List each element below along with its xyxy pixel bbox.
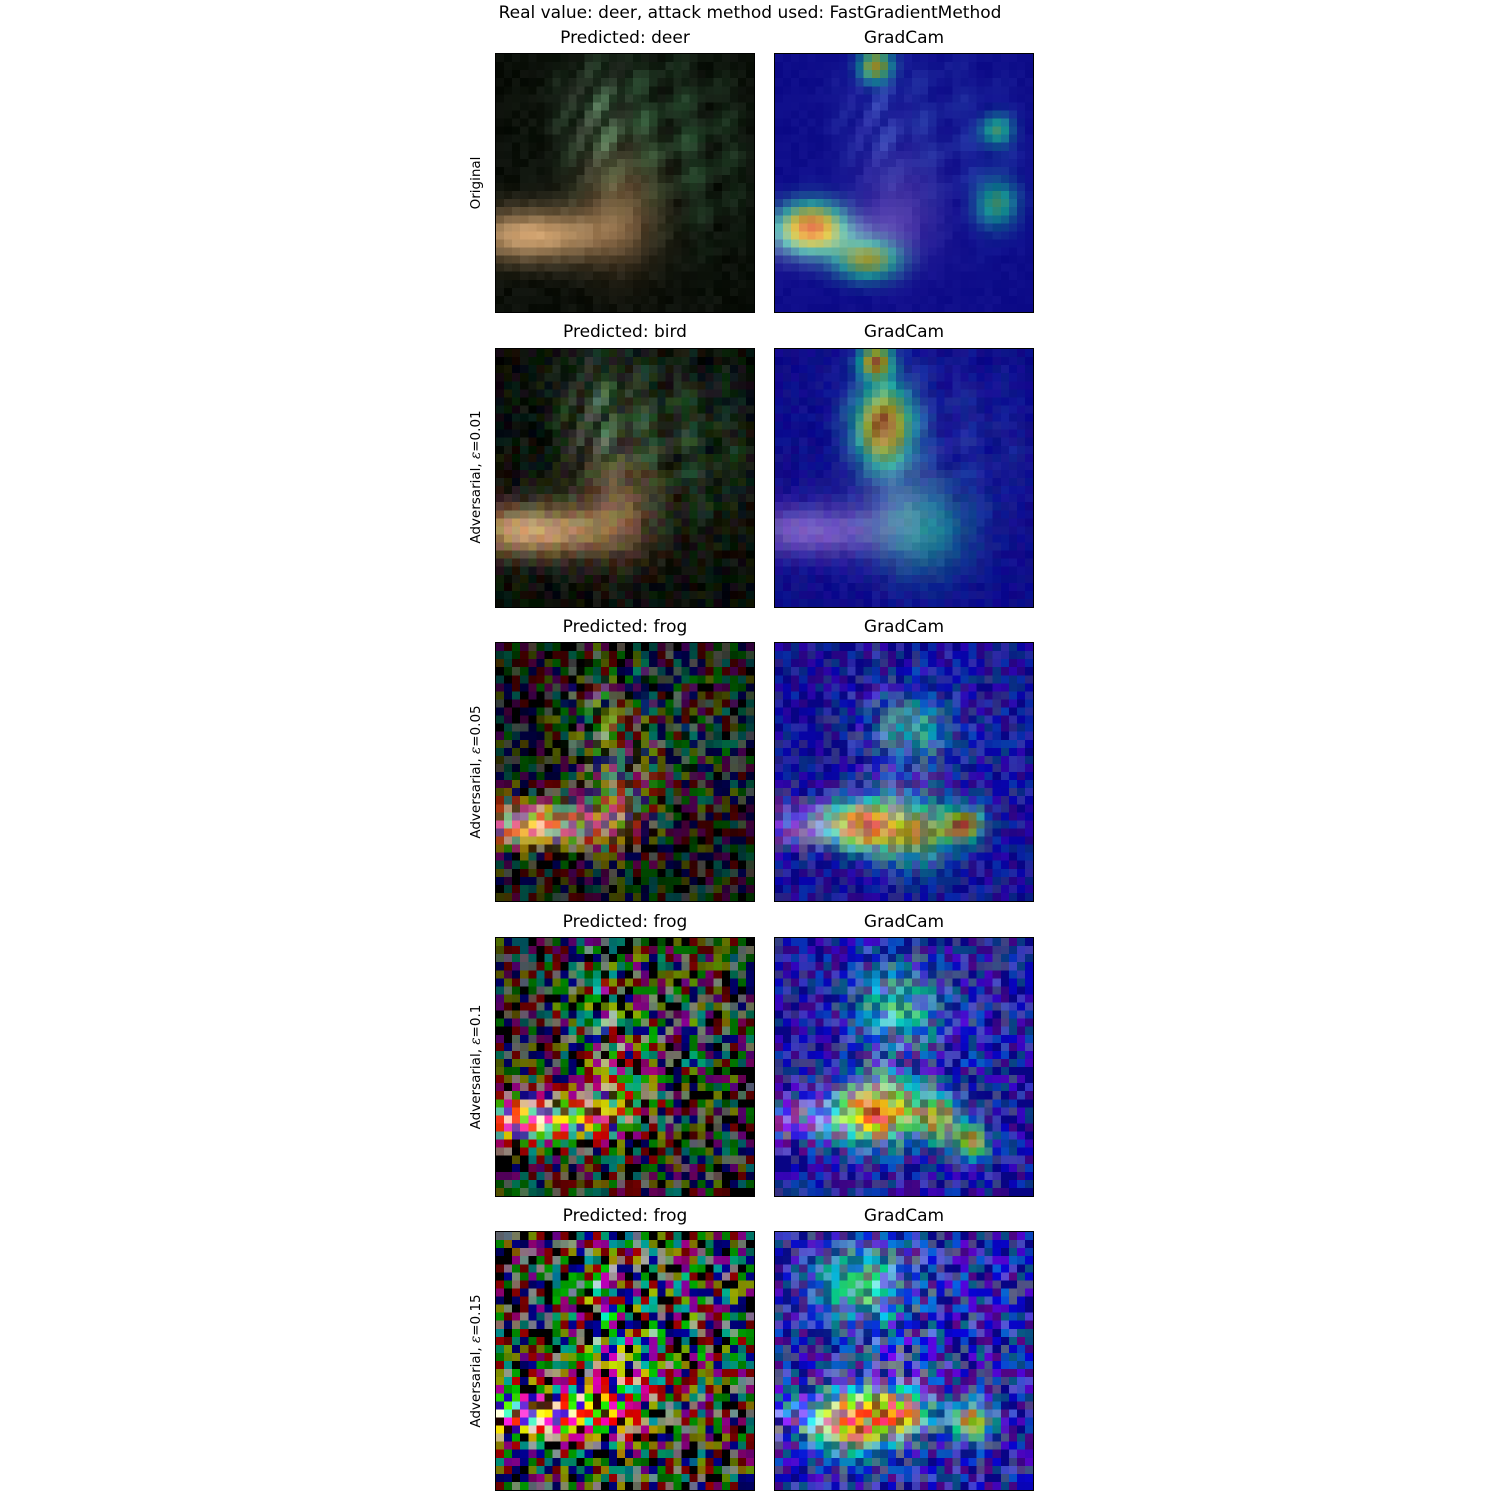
row-1-gradcam-image	[774, 348, 1034, 608]
row-0-input-image	[495, 53, 755, 313]
row-2-input-image	[495, 642, 755, 902]
row-2-label-epsilon: ε	[468, 746, 484, 754]
row-2-label: Adversarial, ε=0.05	[466, 642, 486, 902]
row-4-label-prefix: Adversarial,	[468, 1343, 484, 1428]
row-0-left-title: Predicted: deer	[560, 28, 690, 48]
row-4-left-title: Predicted: frog	[562, 1206, 688, 1226]
row-1-label-prefix: Adversarial,	[468, 459, 484, 544]
row-3-gradcam-image-pixels	[775, 938, 1033, 1196]
row-3-input-image	[495, 937, 755, 1197]
row-3-label-prefix: Adversarial,	[468, 1044, 484, 1130]
row-4-label: Adversarial, ε=0.15	[466, 1231, 486, 1491]
row-4-gradcam-image-pixels	[775, 1232, 1033, 1490]
row-2-label-value: =0.05	[468, 705, 484, 747]
row-2-right-title: GradCam	[863, 617, 945, 637]
row-2-gradcam-image	[774, 642, 1034, 902]
row-1-input-image	[495, 348, 755, 608]
row-1-gradcam-image-pixels	[775, 349, 1033, 607]
row-1-label: Adversarial, ε=0.01	[466, 347, 486, 607]
row-3-right-title: GradCam	[863, 912, 945, 932]
row-4-label-epsilon: ε	[468, 1335, 484, 1343]
row-0-gradcam-image	[774, 53, 1034, 313]
row-3-label: Adversarial, ε=0.1	[466, 937, 486, 1197]
row-3-gradcam-image	[774, 937, 1034, 1197]
row-1-label-epsilon: ε	[468, 451, 484, 459]
row-1-right-title: GradCam	[863, 322, 945, 342]
row-1-input-image-pixels	[496, 349, 754, 607]
row-4-input-image	[495, 1231, 755, 1491]
row-0-label: Original	[468, 156, 484, 210]
row-2-label-prefix: Adversarial,	[468, 754, 484, 839]
row-3-label-epsilon: ε	[468, 1037, 484, 1045]
row-0-input-image-pixels	[496, 54, 754, 312]
row-4-input-image-pixels	[496, 1232, 754, 1490]
row-0-right-title: GradCam	[863, 28, 945, 48]
row-3-label-value: =0.1	[468, 1004, 484, 1038]
row-2-left-title: Predicted: frog	[562, 617, 688, 637]
row-4-right-title: GradCam	[863, 1206, 945, 1226]
figure-suptitle: Real value: deer, attack method used: Fa…	[498, 3, 1002, 23]
row-4-label-value: =0.15	[468, 1294, 484, 1336]
row-3-left-title: Predicted: frog	[562, 912, 688, 932]
row-2-gradcam-image-pixels	[775, 643, 1033, 901]
row-2-input-image-pixels	[496, 643, 754, 901]
row-1-label-value: =0.01	[468, 410, 484, 452]
row-0-gradcam-image-pixels	[775, 54, 1033, 312]
row-3-input-image-pixels	[496, 938, 754, 1196]
row-1-left-title: Predicted: bird	[563, 322, 687, 342]
row-4-gradcam-image	[774, 1231, 1034, 1491]
